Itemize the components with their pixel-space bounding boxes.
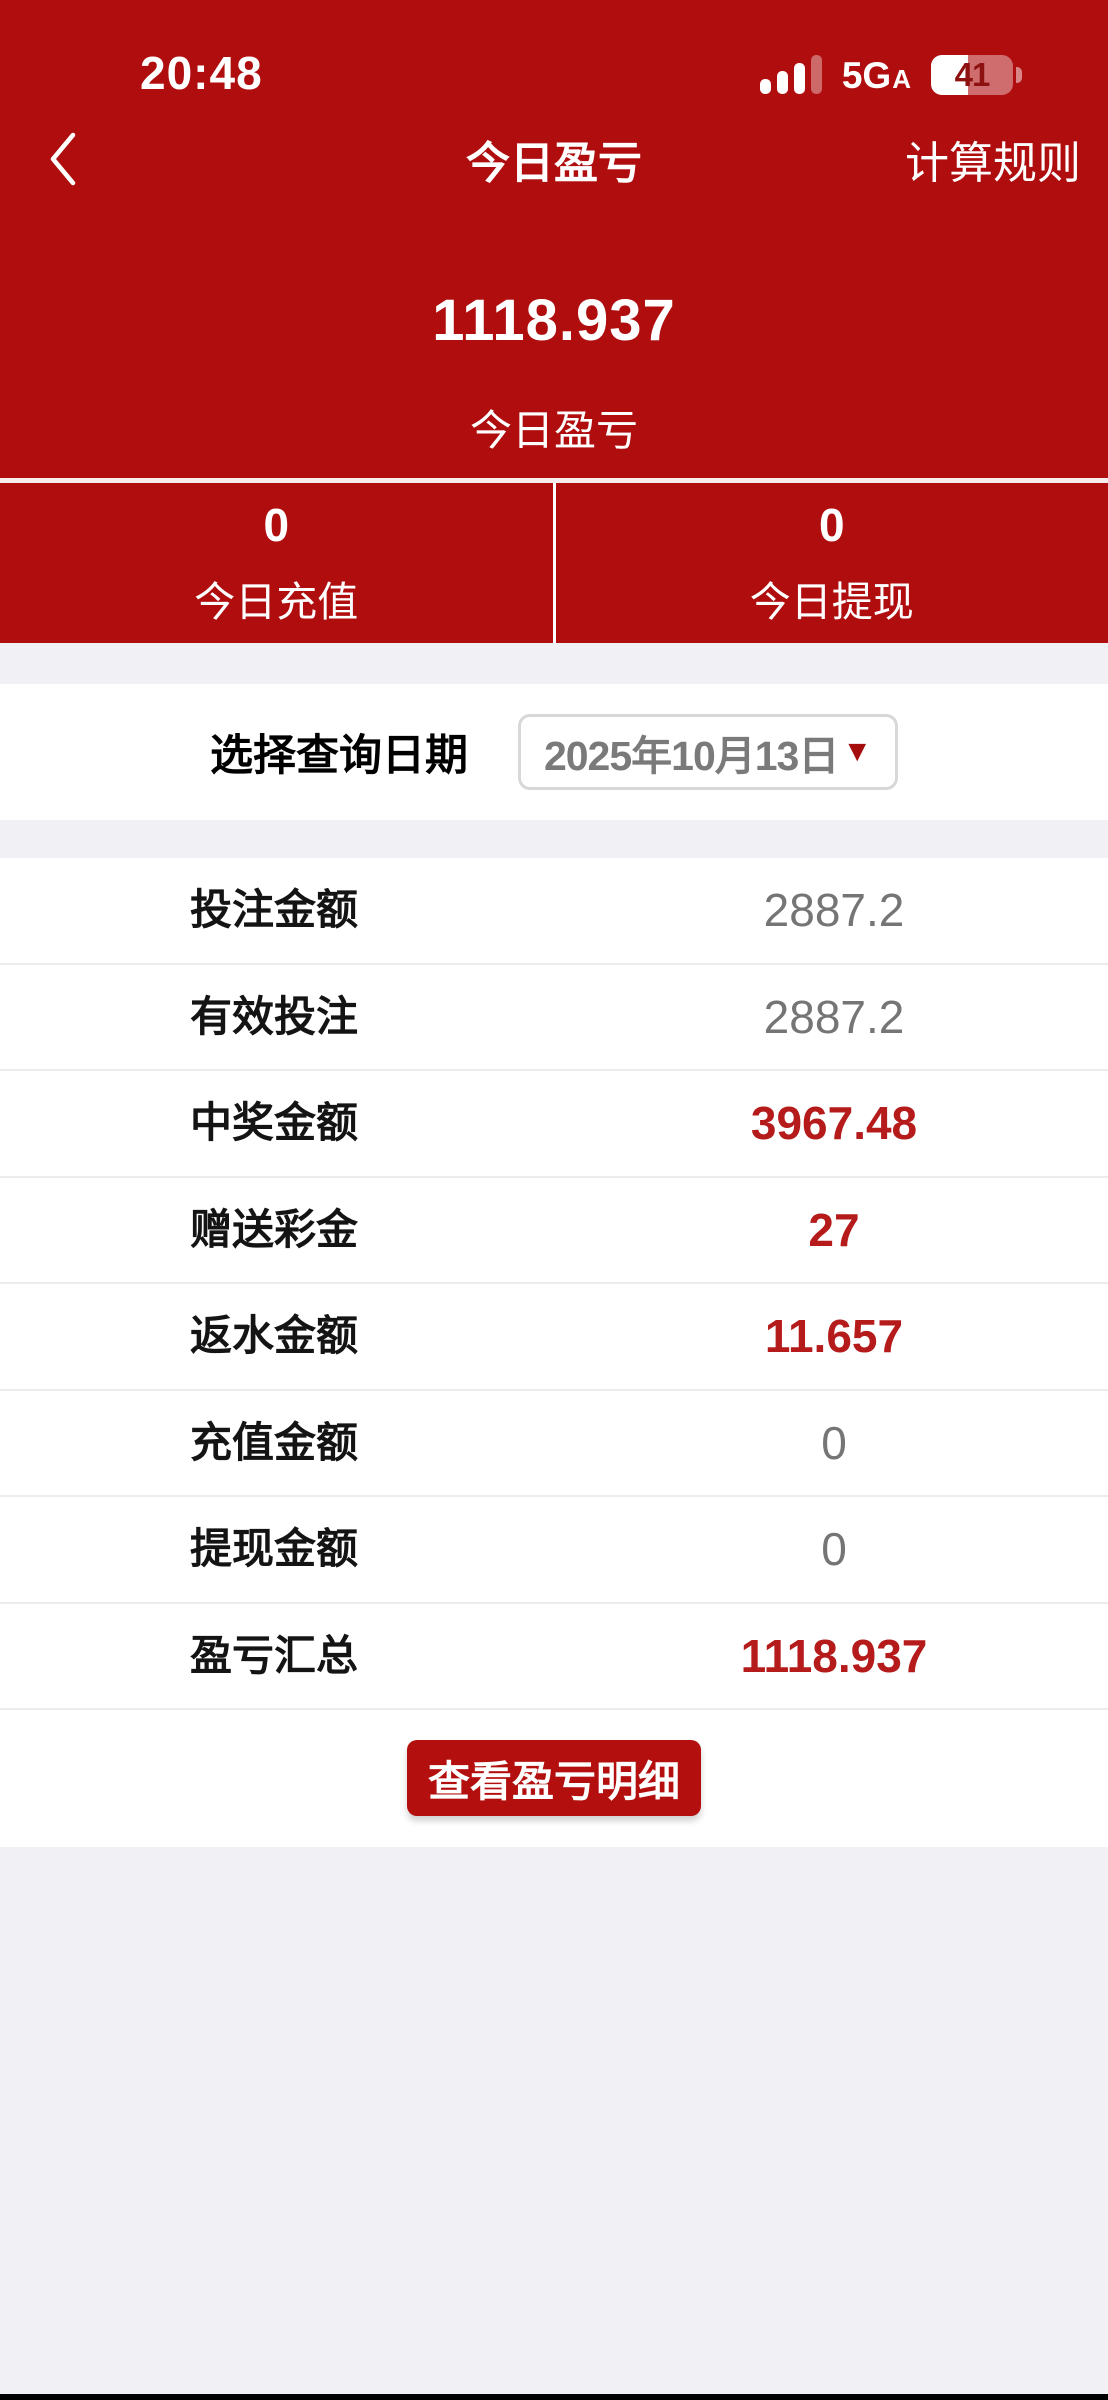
row-value: 27: [808, 1203, 860, 1256]
today-stats-row: 0 今日充值 0 今日提现: [0, 483, 1108, 643]
today-profit-label: 今日盈亏: [469, 407, 638, 454]
row-value: 0: [821, 1416, 847, 1469]
clock-label: 20:48: [140, 47, 263, 99]
row-value: 1118.937: [740, 1629, 928, 1682]
table-row-bonus: 赠送彩金 27: [0, 1177, 1108, 1284]
dropdown-caret-icon: ▼: [842, 735, 873, 768]
battery-fill: [931, 55, 968, 95]
row-label: 投注金额: [190, 886, 359, 934]
row-value: 0: [821, 1523, 847, 1576]
network-sub-label: A: [892, 63, 911, 94]
table-row-withdraw-amount: 提现金额 0: [0, 1497, 1108, 1604]
section-gap: [0, 820, 1108, 858]
table-row-profit-total: 盈亏汇总 1118.937: [0, 1603, 1108, 1710]
detail-button-section: 查看盈亏明细: [0, 1710, 1108, 1847]
network-type-label: 5G A: [841, 54, 911, 96]
row-label: 中奖金额: [190, 1099, 359, 1147]
today-profit-amount: 1118.937: [432, 288, 676, 353]
row-value: 11.657: [764, 1310, 904, 1363]
table-row-winning-amount: 中奖金额 3967.48: [0, 1071, 1108, 1178]
battery-icon: 41: [931, 55, 1022, 95]
row-label: 返水金额: [190, 1312, 359, 1360]
battery-level: 41: [954, 56, 991, 93]
stat-label: 今日提现: [749, 578, 914, 625]
summary-table: 投注金额 2887.2 有效投注 2887.2 中奖金额 3967.48 赠送彩…: [0, 858, 1108, 1710]
section-gap: [0, 643, 1108, 684]
nav-bar: 今日盈亏 计算规则: [0, 104, 1108, 214]
row-label: 提现金额: [190, 1525, 359, 1573]
row-value: 3967.48: [750, 1097, 918, 1150]
chevron-left-icon: [50, 132, 76, 186]
row-label: 充值金额: [190, 1418, 359, 1466]
row-label: 有效投注: [190, 992, 359, 1040]
bottom-spacer: [0, 1847, 1108, 2394]
row-label: 赠送彩金: [190, 1205, 359, 1253]
table-row-bet-amount: 投注金额 2887.2: [0, 858, 1108, 965]
table-row-rebate: 返水金额 11.657: [0, 1284, 1108, 1391]
signal-strength-icon: [759, 54, 822, 96]
row-label: 盈亏汇总: [190, 1631, 359, 1679]
calculation-rules-link[interactable]: 计算规则: [905, 139, 1081, 188]
date-picker-button[interactable]: 2025年10月13日 ▼: [518, 714, 898, 790]
row-value: 2887.2: [763, 884, 905, 937]
stat-label: 今日充值: [194, 578, 359, 625]
back-button[interactable]: [46, 124, 96, 194]
stats-divider: [552, 483, 556, 643]
table-row-valid-bet: 有效投注 2887.2: [0, 964, 1108, 1071]
stat-value: 0: [818, 498, 845, 551]
table-row-recharge-amount: 充值金额 0: [0, 1390, 1108, 1497]
stat-today-recharge: 0 今日充值: [0, 483, 553, 643]
screen-bottom-edge: [0, 2394, 1108, 2400]
view-profit-details-button[interactable]: 查看盈亏明细: [407, 1740, 701, 1816]
date-picker-value: 2025年10月13日: [543, 733, 839, 779]
header-divider: [0, 478, 1108, 483]
status-bar: 20:48 5G A 41: [0, 0, 1108, 104]
row-value: 2887.2: [763, 990, 905, 1043]
status-icons: 5G A 41: [759, 54, 1022, 96]
stat-today-withdraw: 0 今日提现: [556, 483, 1108, 643]
header: 20:48 5G A 41: [0, 0, 1108, 478]
date-query-label: 选择查询日期: [210, 732, 468, 780]
page-title: 今日盈亏: [466, 139, 642, 188]
stat-value: 0: [263, 498, 290, 551]
battery-cap: [1016, 67, 1022, 83]
date-query-row: 选择查询日期 2025年10月13日 ▼: [0, 684, 1108, 820]
